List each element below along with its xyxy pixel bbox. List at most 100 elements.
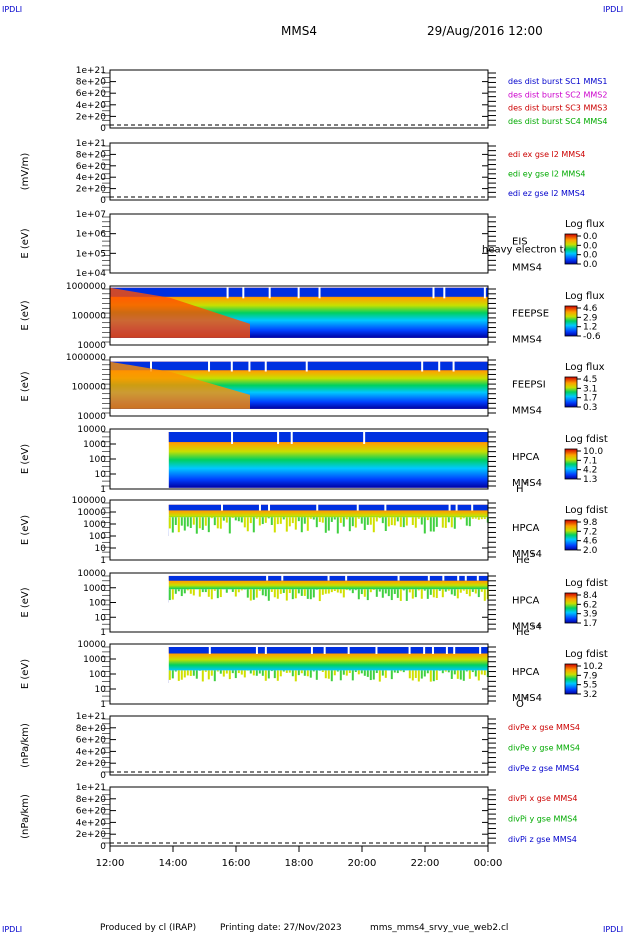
y-tick-label: 100: [89, 455, 106, 465]
spectrogram-streak: [333, 670, 336, 676]
colorbar-tick-label: 10.0: [583, 447, 603, 457]
spectrogram-streak: [399, 670, 402, 672]
y-tick-label: 4e+20: [76, 173, 107, 183]
spectrogram-streak: [171, 670, 174, 679]
y-tick-label: 10: [95, 685, 107, 695]
spectrogram-streak: [240, 517, 243, 523]
spectrogram-gap: [318, 285, 321, 299]
spectrogram-streak: [249, 517, 252, 524]
y-tick-label: 10000: [77, 569, 106, 579]
spectrogram-streak: [330, 517, 333, 522]
spectrogram-streak: [462, 670, 465, 681]
spectrogram-streak: [483, 670, 486, 676]
spectrogram-streak: [381, 589, 384, 598]
spectrogram-streak: [447, 589, 450, 591]
spectrogram-streak: [333, 517, 336, 520]
spectrogram-streak: [477, 589, 480, 598]
corner-label-bottom-right: IPDLI: [603, 925, 623, 934]
spectrogram-streak: [354, 517, 357, 528]
colorbar: [564, 305, 578, 337]
spectrogram-streak: [234, 670, 237, 679]
spectrogram-streak: [429, 517, 432, 532]
spectrogram-streak: [474, 670, 477, 677]
species-label: O: [516, 699, 524, 710]
y-tick-label: 2e+20: [76, 112, 107, 122]
spectrogram-streak: [420, 589, 423, 599]
spectrogram-streak: [393, 589, 396, 594]
spectrogram-streak: [435, 517, 438, 527]
spectrogram-streak: [288, 589, 291, 593]
spectrogram-streak: [429, 589, 432, 595]
spectrogram-streak: [444, 517, 447, 528]
spectrogram-streak: [336, 670, 339, 672]
spectrogram-streak: [279, 589, 282, 594]
spectrogram-top-layer: [110, 361, 488, 371]
spectrogram-gap: [242, 285, 245, 299]
spectrogram-streak: [435, 589, 438, 598]
colorbar-tick-label: 6.2: [583, 600, 597, 610]
spectrogram-streak: [384, 517, 387, 532]
instrument-label: FEEPSE: [512, 309, 549, 320]
y-tick-label: 1e+21: [76, 66, 106, 76]
footer-printing-date: Printing date: 27/Nov/2023: [220, 923, 342, 933]
spectrogram-streak: [402, 517, 405, 528]
spectrogram-streak: [339, 670, 342, 681]
spectrogram-streak: [180, 670, 183, 680]
spectrogram-gap: [397, 573, 400, 581]
spectrogram-streak: [378, 517, 381, 519]
spectrogram-streak: [381, 670, 384, 676]
spectrogram-streak: [327, 670, 330, 679]
spectrogram-gap: [431, 645, 434, 654]
spectrogram-streak: [477, 517, 480, 520]
spectrogram-streak: [342, 589, 345, 598]
spectrogram-streak: [414, 517, 417, 528]
y-tick-label: 4e+20: [76, 818, 107, 828]
spectrogram-streak: [429, 670, 432, 682]
spectrogram-streak: [207, 589, 210, 597]
spectrogram-streak: [303, 517, 306, 524]
spectrogram-streak: [324, 670, 327, 679]
y-axis-label: (nPa/km): [20, 794, 31, 839]
y-tick-label: 0: [100, 196, 106, 206]
spacecraft-title: MMS4: [281, 24, 317, 38]
spectrogram-streak: [369, 589, 372, 593]
colorbar-title: Log fdist: [565, 505, 608, 516]
colorbar-title: Log fdist: [565, 649, 608, 660]
y-tick-label: 10: [95, 613, 107, 623]
spectrogram-streak: [330, 670, 333, 682]
spectrogram-streak: [408, 589, 411, 593]
y-axis-label: E (eV): [20, 659, 31, 689]
spectrogram-streak: [186, 517, 189, 527]
y-tick-label: 10: [95, 544, 107, 554]
colorbar-tick-label: 3.1: [583, 384, 597, 394]
spectrogram-streak: [450, 670, 453, 679]
spectrogram-streak: [288, 517, 291, 527]
spectrogram-gap: [264, 359, 267, 372]
spectrogram-streak: [303, 670, 306, 676]
spectrogram-streak: [327, 517, 330, 531]
spectrogram-streak: [249, 670, 252, 674]
spectrogram-streak: [387, 589, 390, 597]
spectrogram-streak: [402, 589, 405, 591]
spectrogram-streak: [399, 589, 402, 601]
instrument-label: FEEPSI: [512, 380, 546, 391]
y-axis-label: E (eV): [20, 515, 31, 545]
y-tick-label: 2e+20: [76, 830, 107, 840]
spectrogram-streak: [309, 589, 312, 600]
colorbar-tick-label: 3.9: [583, 610, 598, 620]
spectrogram-streak: [462, 517, 465, 519]
spectrogram-streak: [402, 670, 405, 673]
spectrogram-streak: [282, 517, 285, 520]
y-tick-label: 4e+20: [76, 747, 107, 757]
spectrogram-gap: [363, 430, 366, 444]
spectrogram-streak: [321, 589, 324, 595]
spectrogram-streak: [411, 670, 414, 681]
panel-4: 1000000 100000 10000 E (eV) FEEPSE MMS4 Log fl…: [20, 282, 605, 351]
x-tick-label: 22:00: [411, 858, 440, 869]
x-tick-label: 12:00: [96, 858, 125, 869]
y-tick-label: 4e+20: [76, 101, 107, 111]
spectrogram-streak: [372, 517, 375, 533]
colorbar-title: Log fdist: [565, 578, 608, 589]
